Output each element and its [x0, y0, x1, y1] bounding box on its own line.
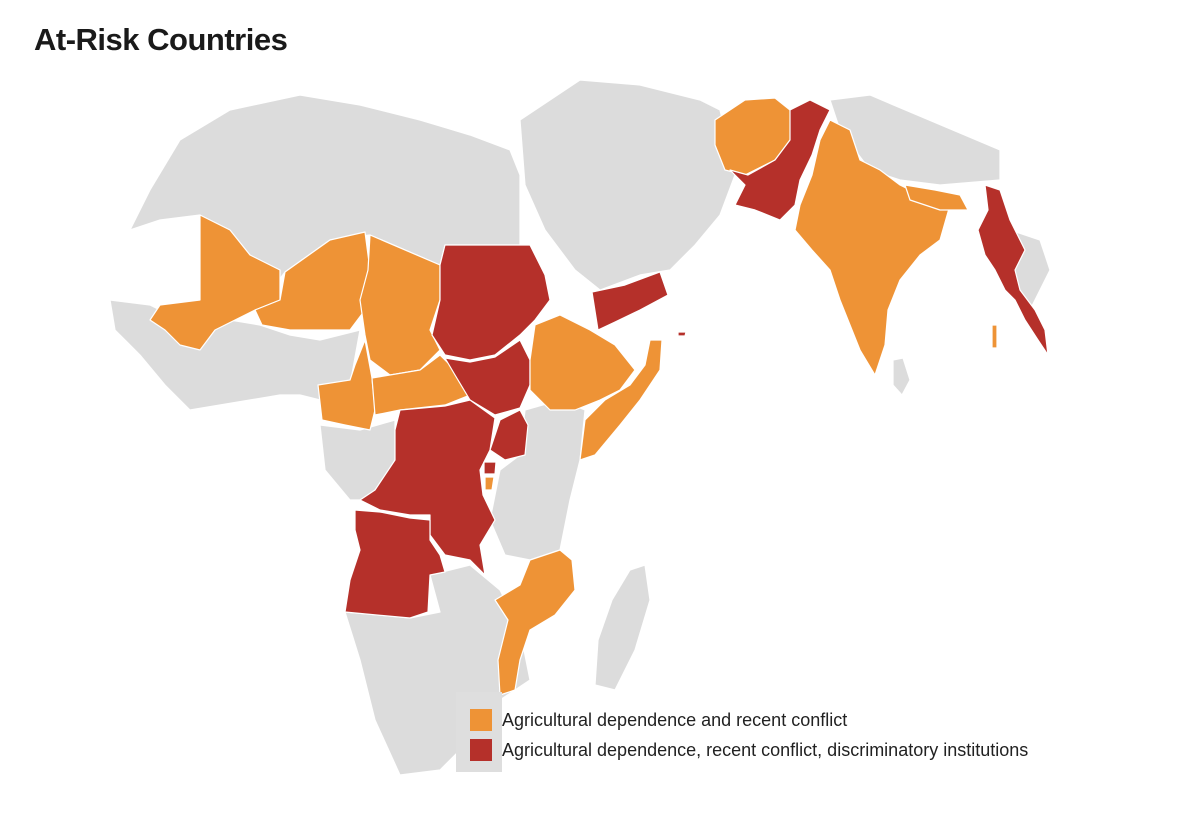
sri-lanka-land [892, 357, 911, 396]
legend-label-orange: Agricultural dependence and recent confl… [502, 709, 848, 730]
rwanda-region [483, 461, 497, 475]
legend-item-orange: Agricultural dependence and recent confl… [470, 709, 847, 731]
burundi-region [484, 476, 495, 491]
andaman-islands-region [991, 324, 998, 349]
somalia-region [579, 339, 663, 461]
pakistan-region [729, 99, 831, 221]
niger-region [254, 231, 371, 331]
legend-label-red: Agricultural dependence, recent conflict… [502, 739, 1029, 760]
ethiopia-region [529, 314, 636, 411]
southern-africa-land [344, 564, 531, 776]
madagascar-land [594, 564, 651, 691]
drc-region [359, 399, 496, 576]
legend-item-red: Agricultural dependence, recent conflict… [470, 739, 1028, 761]
legend-swatch-red [470, 739, 492, 761]
middle-east-land [519, 79, 736, 291]
legend-swatch-orange [470, 709, 492, 731]
yemen-region [591, 271, 669, 331]
socotra-region [677, 331, 687, 337]
myanmar-region [977, 184, 1049, 356]
uganda-region [489, 409, 529, 461]
angola-region [344, 509, 446, 619]
mozambique-region [494, 549, 576, 696]
map-title: At-Risk Countries [34, 22, 288, 57]
legend: Agricultural dependence and recent confl… [456, 692, 1116, 772]
sudan-region [431, 244, 551, 361]
india-region [794, 119, 951, 376]
nepal-region [904, 184, 969, 211]
mali-region [149, 214, 281, 351]
